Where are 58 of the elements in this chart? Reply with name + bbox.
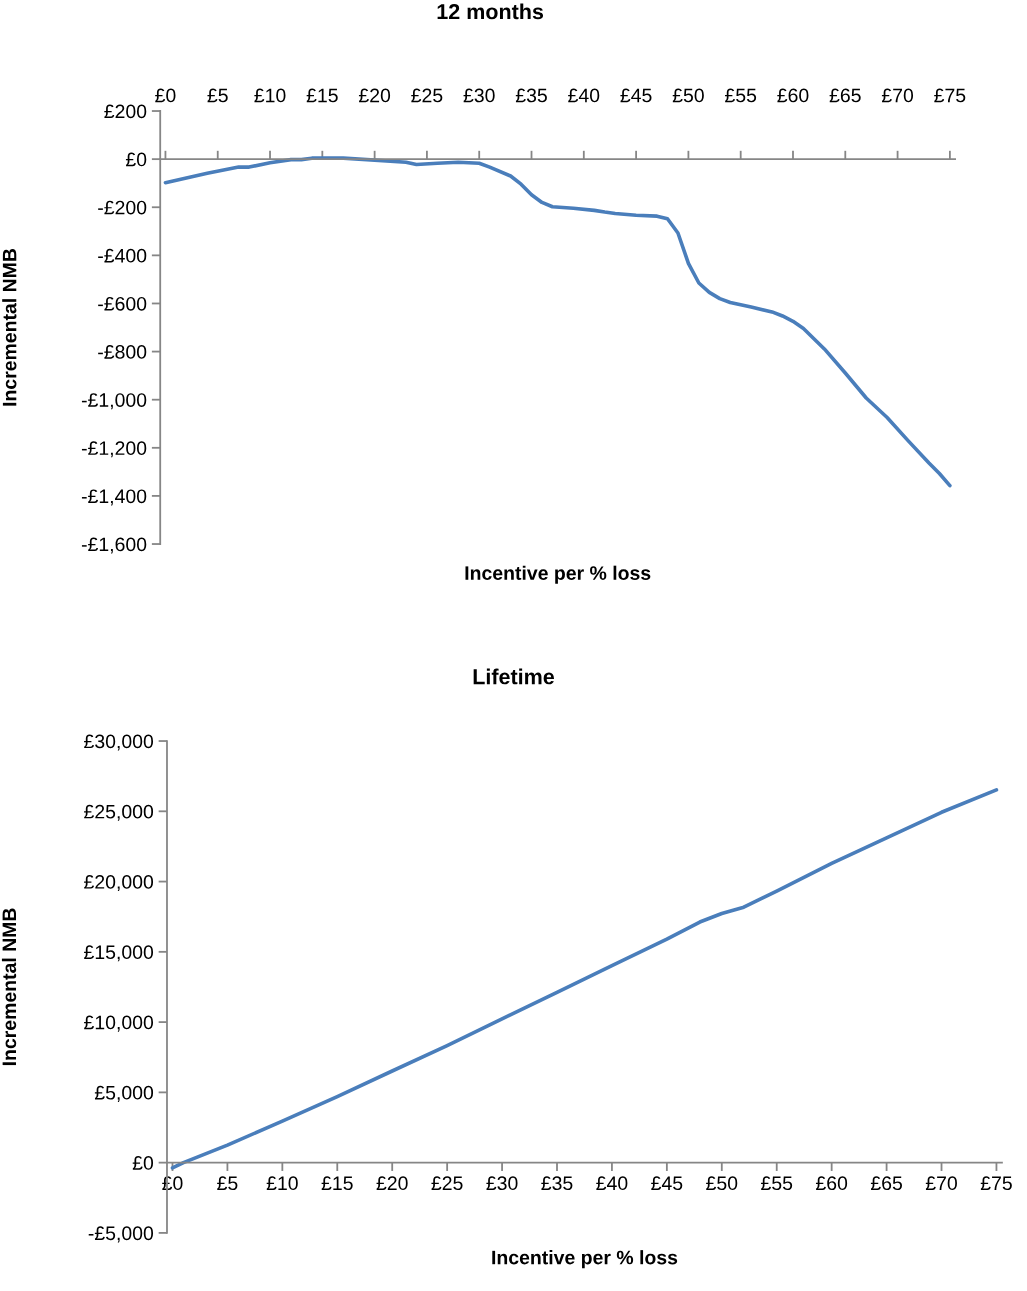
y-tick-label: -£5,000: [88, 1226, 154, 1243]
y-tick-label: -£600: [98, 296, 147, 311]
y-tick-label: -£400: [98, 248, 147, 263]
x-tick-label: £40: [596, 1176, 628, 1191]
y-tick-label: £10,000: [84, 1015, 154, 1032]
x-tick-label: £75: [980, 1176, 1012, 1191]
x-tick-label: £45: [651, 1176, 683, 1191]
line-series: [163, 156, 952, 488]
x-tick-label: £35: [515, 88, 547, 103]
y-tick-label: -£1,600: [81, 537, 147, 554]
y-tick-label: £200: [104, 104, 147, 119]
y-axis-title: Incremental NMB: [2, 248, 17, 406]
y-tick-label: £0: [132, 1156, 154, 1170]
x-axis-title: Incentive per % loss: [465, 565, 651, 584]
x-tick-label: £10: [266, 1176, 298, 1191]
x-tick-label: £0: [162, 1176, 183, 1191]
y-tick-label: £15,000: [84, 945, 154, 962]
x-tick-label: £20: [376, 1176, 408, 1191]
y-tick-label: -£1,000: [81, 393, 147, 410]
y-tick-label: £20,000: [84, 875, 154, 892]
x-tick-label: £55: [725, 88, 757, 103]
x-axis-title: Incentive per % loss: [492, 1250, 678, 1269]
y-tick-label: -£1,400: [81, 489, 147, 506]
line-series: [170, 788, 999, 1170]
x-tick-label: £70: [925, 1176, 957, 1191]
x-tick-label: £40: [568, 88, 600, 103]
y-tick-label: £5,000: [94, 1085, 154, 1102]
x-tick-label: £5: [207, 88, 228, 103]
x-tick-label: £5: [217, 1176, 238, 1191]
x-tick-label: £75: [934, 88, 966, 103]
chart-title: 12 months: [437, 3, 544, 20]
x-tick-label: £20: [358, 88, 391, 103]
x-tick-label: £15: [306, 88, 338, 103]
y-tick-label: £25,000: [84, 804, 154, 821]
chart-title: Lifetime: [473, 668, 555, 685]
y-tick-label: -£200: [98, 200, 147, 215]
x-tick-label: £70: [881, 88, 914, 103]
y-tick-label: -£800: [98, 345, 147, 359]
x-tick-label: £60: [815, 1176, 848, 1191]
x-tick-label: £30: [463, 88, 495, 103]
x-tick-label: £0: [155, 88, 176, 103]
y-tick-label: -£1,200: [81, 441, 147, 458]
x-tick-label: £30: [486, 1176, 518, 1191]
y-tick-label: £0: [125, 152, 147, 167]
x-tick-label: £55: [761, 1176, 793, 1191]
x-tick-label: £65: [829, 88, 861, 103]
x-tick-label: £10: [254, 88, 286, 103]
y-axis-title: Incremental NMB: [1, 908, 17, 1066]
y-tick-label: £30,000: [84, 734, 154, 751]
x-tick-label: £45: [620, 88, 652, 103]
x-tick-label: £15: [321, 1176, 353, 1191]
x-tick-label: £50: [706, 1176, 738, 1191]
x-tick-label: £60: [777, 88, 809, 103]
x-tick-label: £65: [870, 1176, 902, 1191]
x-tick-label: £25: [411, 88, 443, 103]
x-tick-label: £35: [541, 1176, 573, 1191]
x-tick-label: £25: [431, 1176, 463, 1191]
x-tick-label: £50: [672, 88, 704, 103]
